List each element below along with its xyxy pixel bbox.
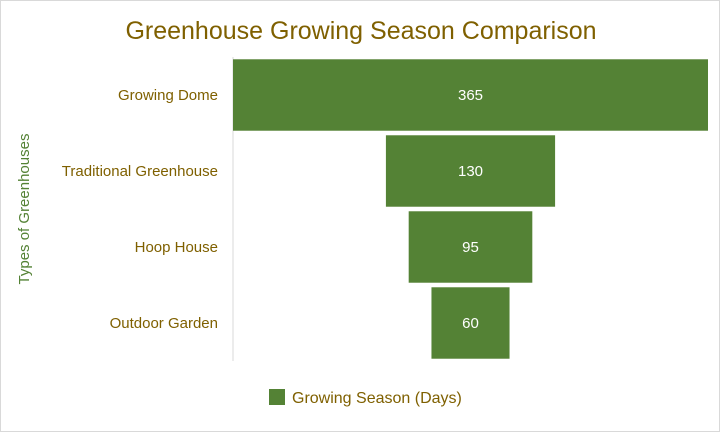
legend-label: Growing Season (Days) [292, 390, 462, 407]
funnel-bar [385, 135, 556, 207]
category-label: Outdoor Garden [110, 315, 218, 332]
category-label: Traditional Greenhouse [62, 163, 218, 180]
data-labels: 365 130 95 60 [458, 87, 483, 332]
category-labels: Growing Dome Traditional Greenhouse Hoop H… [62, 87, 218, 332]
legend-swatch [269, 389, 285, 405]
data-label: 95 [462, 239, 479, 256]
category-label: Growing Dome [118, 87, 218, 104]
y-axis-title: Types of Greenhouses [16, 134, 33, 285]
chart-title: Greenhouse Growing Season Comparison [125, 17, 596, 45]
funnel-bar [408, 211, 533, 283]
funnel-bar [233, 59, 708, 131]
data-label: 365 [458, 87, 483, 104]
data-label: 130 [458, 163, 483, 180]
data-label: 60 [462, 315, 479, 332]
funnel-bars [233, 59, 708, 359]
funnel-bar [431, 287, 510, 359]
category-label: Hoop House [135, 239, 218, 256]
legend: Growing Season (Days) [269, 389, 462, 407]
